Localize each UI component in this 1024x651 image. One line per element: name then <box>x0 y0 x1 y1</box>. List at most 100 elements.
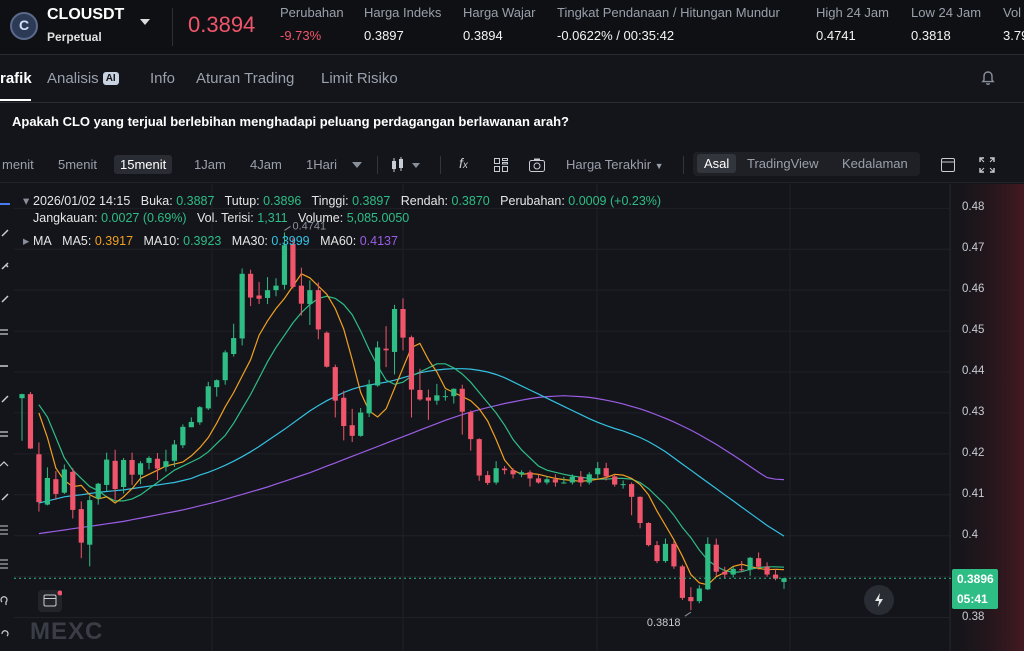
tab-info[interactable]: Info <box>150 70 176 87</box>
pattern-tool-icon[interactable] <box>0 461 9 467</box>
calendar-goto-icon[interactable] <box>38 590 63 612</box>
lightning-icon <box>875 593 883 607</box>
candle-body <box>459 388 465 412</box>
candle <box>366 379 372 418</box>
indicators-fx-icon[interactable]: fx <box>459 155 468 171</box>
ma-collapse-caret-icon[interactable]: ▸ <box>23 234 30 248</box>
timeframe-1min[interactable]: menit <box>2 157 34 172</box>
candle <box>137 461 144 485</box>
pen-tool-icon[interactable] <box>1 295 9 303</box>
candle <box>476 438 482 481</box>
price-axis-label: 0.48 <box>962 201 985 214</box>
candle <box>747 556 753 576</box>
timeframe-1h[interactable]: 1Jam <box>194 157 226 172</box>
filled-label: Vol. Terisi: <box>197 211 254 225</box>
layout-panel-icon[interactable] <box>940 157 956 173</box>
range-label: Jangkauan: <box>33 211 98 225</box>
ai-question-prompt[interactable]: Apakah CLO yang terjual berlebihan mengh… <box>12 114 569 129</box>
camera-screenshot-icon[interactable] <box>528 157 546 173</box>
candle-body <box>671 543 677 567</box>
candle <box>239 268 245 346</box>
toolbar-divider <box>683 156 684 174</box>
candle <box>61 464 67 494</box>
symbol-name[interactable]: CLOUSDT <box>47 6 125 23</box>
tab-chart[interactable]: rafik <box>0 70 32 87</box>
text-tool-icon[interactable] <box>0 559 8 569</box>
candle-type-icon[interactable] <box>390 156 424 174</box>
measure-tool-icon[interactable] <box>1 493 9 501</box>
quick-trade-button[interactable] <box>864 585 894 615</box>
tab-risk-limit[interactable]: Limit Risiko <box>321 70 398 87</box>
candle <box>205 381 211 411</box>
moving-average-lines <box>38 273 785 586</box>
channel-tool-icon[interactable] <box>0 431 8 437</box>
stat-low-24h: Low 24 Jam 0.3818 <box>911 5 981 43</box>
ma60-line <box>38 395 785 535</box>
candle <box>154 453 161 481</box>
candle-body <box>391 308 398 352</box>
candle <box>722 566 728 579</box>
candle-date: 2026/01/02 14:15 <box>33 194 131 208</box>
candle <box>544 476 550 485</box>
ma60-label: MA60: <box>320 234 357 248</box>
collapse-caret-icon[interactable]: ▾ <box>23 194 30 208</box>
lock-tool-icon[interactable] <box>1 630 9 637</box>
bell-icon[interactable] <box>980 70 996 86</box>
candle-body <box>290 243 296 287</box>
mexc-watermark-logo: MEXC <box>30 618 104 645</box>
candle-body <box>425 397 431 401</box>
candle-body <box>146 457 152 463</box>
candle <box>19 393 25 441</box>
candle <box>603 462 609 481</box>
candle <box>400 298 406 351</box>
high-marker-label: 0.4741 <box>292 220 326 232</box>
timeframe-15min[interactable]: 15menit <box>114 155 173 174</box>
candle <box>231 323 237 357</box>
ray-tool-icon[interactable] <box>1 262 9 270</box>
fullscreen-icon[interactable] <box>979 157 995 173</box>
candle-body <box>349 425 355 436</box>
timeframe-more-caret-icon[interactable] <box>352 162 362 168</box>
candle <box>188 417 194 428</box>
change-value: 0.0009 (+0.23%) <box>568 194 662 208</box>
brush-tool-icon[interactable] <box>1 395 9 403</box>
trendline-tool-icon[interactable] <box>1 229 9 237</box>
candle-body <box>239 273 245 339</box>
timeframe-4h[interactable]: 4Jam <box>250 157 282 172</box>
candle <box>256 281 262 305</box>
stat-volume: Vol 3.79 <box>1003 5 1024 43</box>
view-depth[interactable]: Kedalaman <box>842 156 908 171</box>
candle-body <box>341 397 347 427</box>
magnet-tool-icon[interactable] <box>0 596 8 605</box>
symbol-dropdown-caret-icon[interactable] <box>140 19 150 25</box>
tab-active-indicator <box>0 99 31 101</box>
tab-analysis[interactable]: Analisis AI <box>47 70 119 87</box>
price-axis-label: 0.46 <box>962 283 985 296</box>
candle <box>214 379 220 397</box>
price-chart[interactable]: 0.4741 0.3818 <box>0 184 1024 651</box>
candle <box>518 470 525 478</box>
timeframe-5min[interactable]: 5menit <box>58 157 98 172</box>
candle-body <box>468 412 474 440</box>
candle-body <box>603 468 609 477</box>
candle <box>756 552 762 570</box>
tab-trading-rules[interactable]: Aturan Trading <box>196 70 295 87</box>
view-tradingview[interactable]: TradingView <box>747 156 819 171</box>
view-original[interactable]: Asal <box>697 154 737 173</box>
market-header: CLOUSDT Perpetual 0.3894 Perubahan -9.73… <box>0 0 1024 55</box>
candle-body <box>53 479 59 494</box>
open-label: Buka: <box>140 194 173 208</box>
price-axis-label: 0.45 <box>962 324 985 337</box>
template-grid-icon[interactable] <box>493 157 509 173</box>
list-tool-icon[interactable] <box>0 525 8 535</box>
fib-tool-icon[interactable] <box>0 329 8 335</box>
timeframe-1d[interactable]: 1Hari <box>306 157 338 172</box>
candle <box>696 585 702 604</box>
candle <box>391 304 398 375</box>
stat-index-price: Harga Indeks 0.3897 <box>364 5 441 43</box>
candle-body <box>332 367 338 401</box>
price-type-select[interactable]: Harga Terakhir ▼ <box>560 155 670 174</box>
candle-body <box>772 574 779 579</box>
candle-body <box>578 476 584 483</box>
candle <box>349 408 355 442</box>
